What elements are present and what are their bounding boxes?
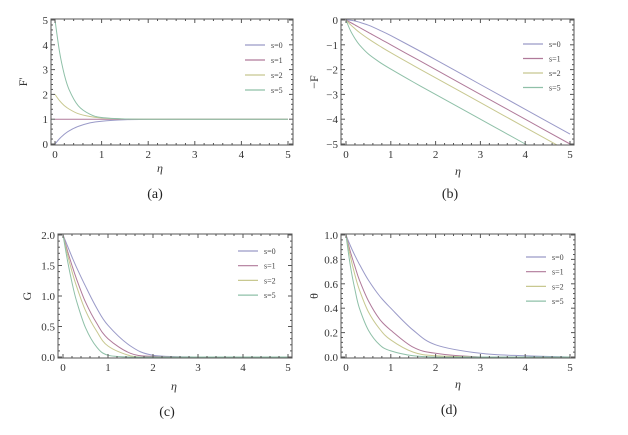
series-line-s-0 bbox=[345, 19, 571, 135]
x-tick-label: 4 bbox=[239, 149, 245, 161]
x-tick-label: 0 bbox=[60, 362, 66, 374]
x-tick-label: 1 bbox=[388, 362, 394, 374]
plot-frame bbox=[340, 18, 575, 146]
x-tick-label: 5 bbox=[285, 362, 291, 374]
y-tick-label: 0.5 bbox=[41, 322, 55, 334]
x-tick-label: 1 bbox=[105, 362, 111, 374]
panel-label: (a) bbox=[147, 187, 163, 202]
x-tick-label: 3 bbox=[195, 362, 201, 374]
y-tick-label: −2 bbox=[326, 65, 338, 77]
legend-label: s=5 bbox=[549, 84, 561, 93]
y-axis-title: F' bbox=[16, 78, 30, 87]
x-tick-label: 5 bbox=[567, 362, 573, 374]
legend-label: s=5 bbox=[264, 291, 276, 300]
x-axis-title: η bbox=[455, 164, 461, 178]
x-tick-label: 5 bbox=[567, 149, 573, 161]
series-line-s-2 bbox=[54, 94, 288, 120]
legend-label: s=2 bbox=[549, 69, 561, 78]
series-line-s-5 bbox=[345, 234, 570, 358]
y-tick-label: 0.0 bbox=[324, 352, 338, 364]
y-tick-label: 1.5 bbox=[41, 261, 55, 273]
y-tick-label: 0 bbox=[333, 15, 339, 27]
legend-label: s=2 bbox=[264, 276, 276, 285]
y-axis-title: −F bbox=[307, 75, 321, 89]
x-tick-label: 1 bbox=[388, 149, 394, 161]
x-axis-title: η bbox=[171, 379, 177, 393]
y-tick-label: −4 bbox=[326, 114, 338, 126]
y-tick-label: 0 bbox=[43, 139, 49, 151]
plot-frame bbox=[50, 18, 294, 146]
x-tick-label: 4 bbox=[522, 149, 528, 161]
panel-c: s=0 s=1 s=2 s=5 0 1 2 3 4 5 0.0 0.5 1.0 1.5 2.0 η G (c) bbox=[20, 230, 293, 420]
y-tick-label: 1.0 bbox=[324, 230, 338, 242]
series-line-s-0 bbox=[62, 234, 288, 358]
x-tick-label: 4 bbox=[522, 362, 528, 374]
legend-label: s=1 bbox=[264, 262, 276, 271]
legend-label: s=0 bbox=[264, 247, 276, 256]
series-line-s-5 bbox=[62, 234, 288, 358]
legend-label: s=1 bbox=[549, 55, 561, 64]
series-line-s-1 bbox=[345, 19, 571, 145]
panel-d: s=0 s=1 s=2 s=5 0 1 2 3 4 5 0.0 0.2 0.4 0.6 0.8 1.0 η θ (d… bbox=[307, 230, 576, 418]
legend-label: s=0 bbox=[552, 253, 564, 262]
legend-label: s=5 bbox=[271, 86, 283, 95]
plot-frame bbox=[340, 233, 576, 359]
y-tick-label: 0.2 bbox=[324, 328, 338, 340]
y-tick-label: 0.4 bbox=[324, 303, 338, 315]
legend-label: s=5 bbox=[552, 297, 564, 306]
series-line-s-5 bbox=[345, 19, 529, 145]
x-tick-label: 4 bbox=[240, 362, 246, 374]
x-tick-label: 2 bbox=[145, 149, 151, 161]
x-axis-title: η bbox=[455, 377, 461, 391]
series-line-s-1 bbox=[62, 234, 288, 358]
y-tick-label: 0.8 bbox=[324, 254, 338, 266]
series-line-s-0 bbox=[54, 118, 288, 145]
y-tick-label: 1 bbox=[43, 114, 49, 126]
y-axis-title: θ bbox=[307, 293, 321, 299]
legend-label: s=2 bbox=[271, 71, 283, 80]
x-tick-label: 0 bbox=[343, 149, 349, 161]
x-tick-label: 5 bbox=[285, 149, 291, 161]
panel-label: (d) bbox=[441, 403, 458, 418]
x-tick-label: 1 bbox=[99, 149, 105, 161]
x-tick-label: 2 bbox=[433, 149, 439, 161]
plot-frame bbox=[57, 233, 293, 359]
legend-label: s=0 bbox=[271, 41, 283, 50]
y-tick-label: 0.0 bbox=[41, 352, 55, 364]
legend-label: s=1 bbox=[271, 56, 283, 65]
x-tick-label: 3 bbox=[478, 149, 484, 161]
y-tick-label: −3 bbox=[326, 89, 338, 101]
x-tick-label: 2 bbox=[150, 362, 156, 374]
x-tick-label: 3 bbox=[478, 362, 484, 374]
y-tick-label: 5 bbox=[43, 15, 49, 27]
panel-label: (c) bbox=[159, 405, 175, 420]
x-axis-title: η bbox=[157, 161, 163, 175]
y-tick-label: −1 bbox=[326, 40, 338, 52]
y-tick-label: −5 bbox=[326, 139, 338, 151]
legend-label: s=1 bbox=[552, 268, 564, 277]
x-tick-label: 0 bbox=[343, 362, 349, 374]
legend-label: s=0 bbox=[549, 40, 561, 49]
y-tick-label: 1.0 bbox=[41, 291, 55, 303]
series-line-s-2 bbox=[345, 19, 558, 145]
panel-b: s=0 s=1 s=2 s=5 0 1 2 3 4 5 −5 −4 −3 −2 −1 0 η −F (b) bbox=[307, 15, 575, 202]
legend-label: s=2 bbox=[552, 282, 564, 291]
y-axis-title: G bbox=[20, 291, 34, 300]
series-line-s-0 bbox=[345, 234, 571, 358]
y-tick-label: 2 bbox=[43, 89, 49, 101]
x-tick-label: 0 bbox=[52, 149, 58, 161]
panel-a: s=0 s=1 s=2 s=5 0 1 2 3 4 5 0 1 2 3 4 5 η F' (a) bbox=[16, 15, 294, 202]
y-tick-label: 3 bbox=[43, 65, 49, 77]
x-tick-label: 3 bbox=[192, 149, 198, 161]
y-tick-label: 2.0 bbox=[41, 230, 55, 242]
series-line-s-5 bbox=[54, 19, 288, 120]
panel-label: (b) bbox=[442, 187, 459, 202]
x-tick-label: 2 bbox=[433, 362, 439, 374]
y-tick-label: 4 bbox=[43, 40, 49, 52]
y-tick-label: 0.6 bbox=[324, 279, 338, 291]
series-line-s-2 bbox=[62, 234, 288, 358]
